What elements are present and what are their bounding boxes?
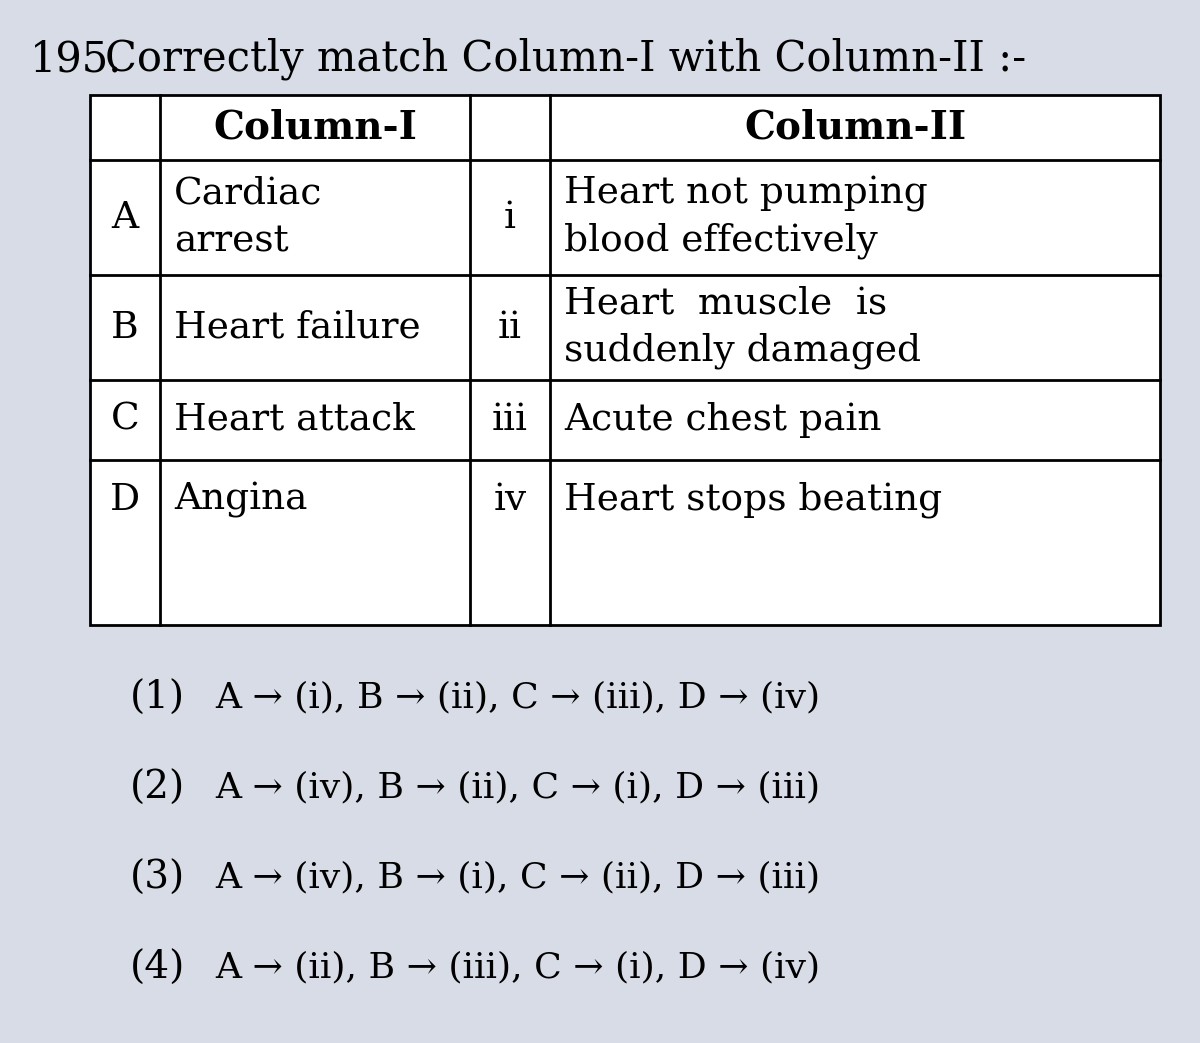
Text: Acute chest pain: Acute chest pain [564,402,881,438]
Text: A: A [112,199,138,236]
Text: B: B [112,310,139,345]
Text: Column-I: Column-I [214,108,416,146]
Text: 195.: 195. [30,38,122,80]
Text: Column-II: Column-II [744,108,966,146]
Text: Correctly match Column-I with Column-II :-: Correctly match Column-I with Column-II … [106,38,1026,80]
Text: (4): (4) [130,950,185,987]
Text: C: C [110,402,139,438]
Text: Heart attack: Heart attack [174,402,415,438]
Text: A → (iv), B → (i), C → (ii), D → (iii): A → (iv), B → (i), C → (ii), D → (iii) [215,860,820,894]
Text: Heart  muscle  is
suddenly damaged: Heart muscle is suddenly damaged [564,286,922,369]
Text: A → (ii), B → (iii), C → (i), D → (iv): A → (ii), B → (iii), C → (i), D → (iv) [215,950,820,984]
Text: Cardiac
arrest: Cardiac arrest [174,176,323,259]
Text: (2): (2) [130,770,185,807]
Text: Heart not pumping
blood effectively: Heart not pumping blood effectively [564,175,928,260]
Text: Heart stops beating: Heart stops beating [564,482,942,518]
Text: iv: iv [493,482,527,518]
Text: Angina: Angina [174,482,307,518]
Text: Heart failure: Heart failure [174,310,421,345]
Text: A → (iv), B → (ii), C → (i), D → (iii): A → (iv), B → (ii), C → (i), D → (iii) [215,770,820,804]
Text: (1): (1) [130,680,185,717]
Bar [90,95,1160,625]
Text: (3): (3) [130,860,185,897]
Text: D: D [110,482,140,518]
Text: i: i [504,199,516,236]
Text: ii: ii [498,310,522,345]
Text: iii: iii [492,402,528,438]
Text: A → (i), B → (ii), C → (iii), D → (iv): A → (i), B → (ii), C → (iii), D → (iv) [215,680,820,714]
